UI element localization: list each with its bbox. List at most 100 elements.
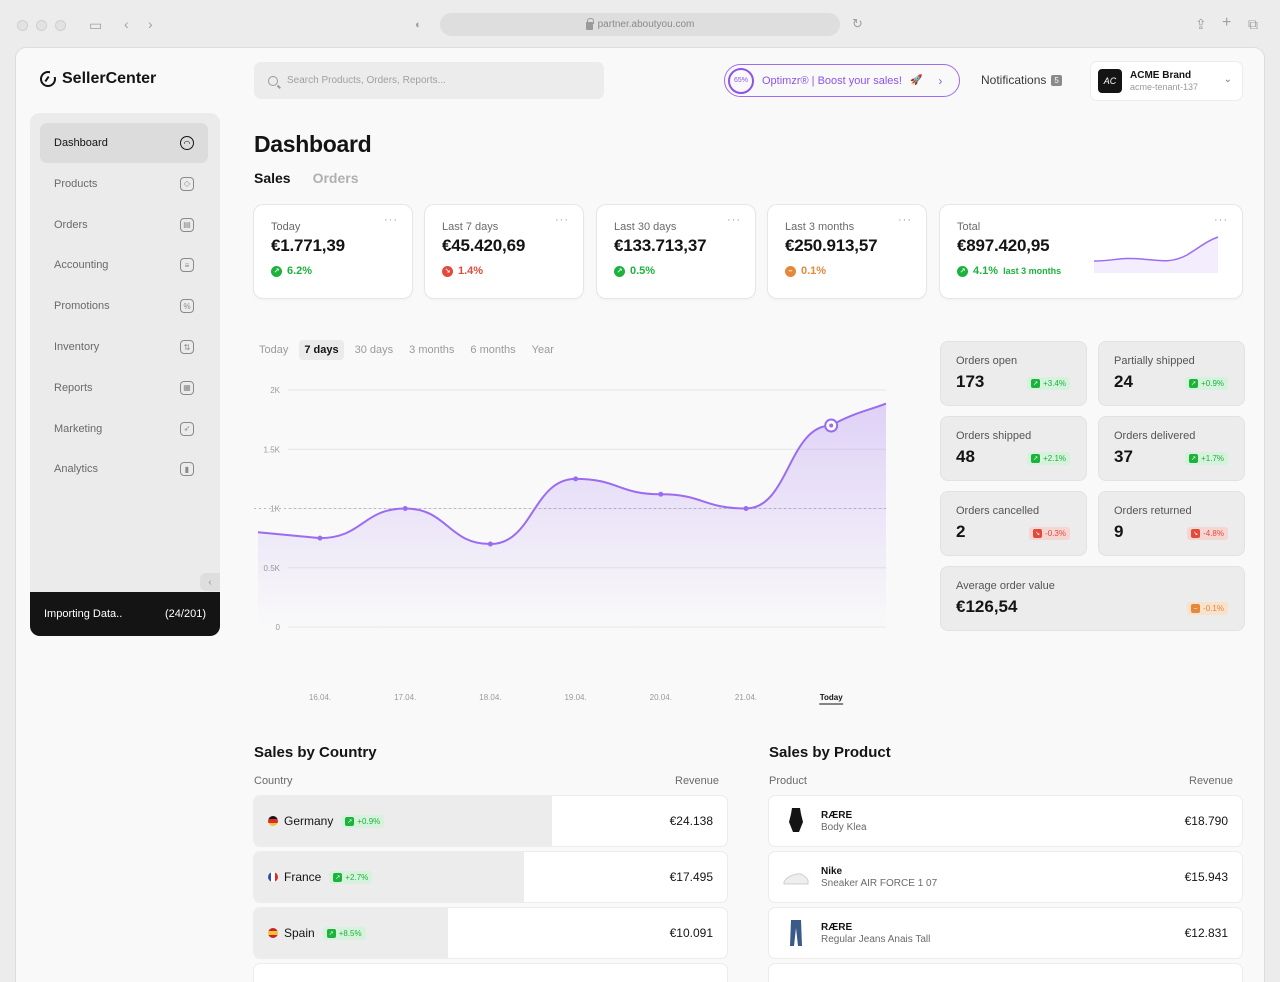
tab-overview-icon[interactable]: ⧉ xyxy=(1248,16,1258,32)
product-row[interactable]: Nike Sneaker AIR FORCE 1 07 €15.943 xyxy=(769,852,1242,902)
more-options-icon[interactable]: ··· xyxy=(555,214,569,226)
range-tab[interactable]: 3 months xyxy=(409,344,455,356)
y-tick-label: 0 xyxy=(276,623,281,632)
country-row[interactable] xyxy=(254,964,727,982)
stat-change-value: -0.3% xyxy=(1045,529,1066,538)
product-name: Regular Jeans Anais Tall xyxy=(821,933,931,945)
sales-by-product-title: Sales by Product xyxy=(769,744,891,761)
dashboard-tabs: Sales Orders xyxy=(254,170,359,186)
sidebar-item-orders[interactable]: Orders ▤ xyxy=(40,205,208,245)
kpi-card: ··· Last 3 months €250.913,57 –0.1% xyxy=(768,205,926,298)
import-status-bar: Importing Data.. (24/201) xyxy=(30,592,220,636)
forward-icon[interactable]: › xyxy=(148,16,153,32)
product-row[interactable] xyxy=(769,964,1242,982)
tab-sales[interactable]: Sales xyxy=(254,170,291,186)
range-tab[interactable]: 30 days xyxy=(354,344,394,356)
country-row[interactable]: France ↗ +2.7% €17.495 xyxy=(254,852,727,902)
x-tick-label: 16.04. xyxy=(309,693,331,702)
account-name: ACME Brand xyxy=(1130,70,1192,81)
trend-down-icon: ↘ xyxy=(1033,529,1043,538)
browser-toolbar: ▭ ‹ › ◐ partner.aboutyou.com ↻ ⇪ + ⧉ xyxy=(0,0,1280,48)
country-change-value: +0.9% xyxy=(357,816,381,826)
shield-icon[interactable]: ◐ xyxy=(415,19,422,31)
reload-icon[interactable]: ↻ xyxy=(852,16,863,31)
product-row[interactable]: RÆRE Body Klea €18.790 xyxy=(769,796,1242,846)
optimzr-button[interactable]: 65% Optimzr® | Boost your sales! 🚀 › xyxy=(724,64,960,97)
order-stat-card[interactable]: Orders returned 9 ↘ -4.8% xyxy=(1099,492,1244,555)
country-row[interactable]: Germany ↗ +0.9% €24.138 xyxy=(254,796,727,846)
sidebar-item-inventory[interactable]: Inventory ⇅ xyxy=(40,327,208,367)
range-tab[interactable]: 6 months xyxy=(470,344,516,356)
product-info: Nike Sneaker AIR FORCE 1 07 xyxy=(821,866,937,889)
back-icon[interactable]: ‹ xyxy=(124,16,129,32)
data-point[interactable] xyxy=(743,506,749,511)
product-name: Sneaker AIR FORCE 1 07 xyxy=(821,877,938,889)
product-row[interactable]: RÆRE Regular Jeans Anais Tall €12.831 xyxy=(769,908,1242,958)
kpi-change-value: 0.1% xyxy=(801,265,827,277)
sidebar-toggle-icon[interactable]: ▭ xyxy=(89,17,103,33)
stat-change-value: -4.8% xyxy=(1203,529,1224,538)
range-tab[interactable]: Year xyxy=(531,344,554,356)
order-stat-card[interactable]: Average order value €126,54 – -0.1% xyxy=(941,567,1244,630)
flag-stripe xyxy=(268,822,278,826)
stat-change-value: +0.9% xyxy=(1201,379,1224,388)
country-change-badge: ↗ +8.5% xyxy=(322,926,366,940)
share-icon[interactable]: ⇪ xyxy=(1195,16,1207,32)
address-bar[interactable]: partner.aboutyou.com xyxy=(440,13,840,36)
country-column-header: Country xyxy=(254,775,293,787)
order-stat-card[interactable]: Orders shipped 48 ↗ +2.1% xyxy=(941,417,1086,480)
flag-stripe xyxy=(268,819,278,823)
sidebar-item-marketing[interactable]: Marketing ➶ xyxy=(40,409,208,449)
sidebar-item-products[interactable]: Products ◇ xyxy=(40,164,208,204)
data-point[interactable] xyxy=(317,535,323,541)
order-stat-card[interactable]: Orders open 173 ↗ +3.4% xyxy=(941,342,1086,405)
sidebar-item-promotions[interactable]: Promotions% xyxy=(40,286,208,326)
kpi-label: Today xyxy=(271,221,301,233)
stat-change-badge: – -0.1% xyxy=(1187,602,1228,615)
product-brand: RÆRE xyxy=(821,921,853,933)
order-stat-card[interactable]: Orders cancelled 2 ↘ -0.3% xyxy=(941,492,1086,555)
optimzr-progress-ring: 65% xyxy=(728,67,754,94)
data-point[interactable] xyxy=(487,541,493,547)
kpi-value: €133.713,37 xyxy=(614,236,707,255)
collapse-sidebar-button[interactable]: ‹ xyxy=(200,573,220,591)
trend-neutral-icon: – xyxy=(785,265,796,277)
chevron-down-icon: ⌄ xyxy=(1223,74,1232,85)
notifications-button[interactable]: Notifications 5 xyxy=(981,73,1062,87)
country-row[interactable]: Spain ↗ +8.5% €10.091 xyxy=(254,908,727,958)
more-options-icon[interactable]: ··· xyxy=(1214,214,1228,226)
flag-stripe xyxy=(268,872,272,882)
data-point[interactable] xyxy=(573,476,579,482)
sidebar-item-analytics[interactable]: Analytics ▮ xyxy=(40,449,208,489)
more-options-icon[interactable]: ··· xyxy=(898,214,912,226)
range-tab[interactable]: 7 days xyxy=(299,340,344,360)
new-tab-icon[interactable]: + xyxy=(1222,14,1232,31)
sales-area xyxy=(258,403,886,627)
jeans-icon xyxy=(783,918,809,948)
window-minimize-button[interactable] xyxy=(36,20,47,31)
sidebar-item-dashboard[interactable]: Dashboard ◠ xyxy=(40,123,208,163)
data-point[interactable] xyxy=(658,491,664,497)
x-tick-label: 20.04. xyxy=(650,693,672,702)
sidebar-item-reports[interactable]: Reports ▦ xyxy=(40,368,208,408)
account-switcher[interactable]: AC ACME Brand acme-tenant-137 ⌄ xyxy=(1091,62,1242,100)
tab-orders[interactable]: Orders xyxy=(312,170,359,186)
revenue-share-bar xyxy=(254,796,552,846)
calculator-icon: ≡ xyxy=(180,258,194,273)
order-stat-card[interactable]: Partially shipped 24 ↗ +0.9% xyxy=(1099,342,1244,405)
sidebar-item-accounting[interactable]: Accounting ≡ xyxy=(40,245,208,285)
logo-text: SellerCenter xyxy=(62,70,157,87)
range-tab[interactable]: Today xyxy=(259,344,289,356)
stat-change-badge: ↘ -0.3% xyxy=(1029,527,1070,540)
flag-stripe xyxy=(268,816,278,820)
window-zoom-button[interactable] xyxy=(55,20,66,31)
stat-change-badge: ↗ +3.4% xyxy=(1027,377,1070,390)
more-options-icon[interactable]: ··· xyxy=(727,214,741,226)
more-options-icon[interactable]: ··· xyxy=(384,214,398,226)
app-logo[interactable]: SellerCenter xyxy=(40,70,156,88)
order-stat-card[interactable]: Orders delivered 37 ↗ +1.7% xyxy=(1099,417,1244,480)
window-close-button[interactable] xyxy=(17,20,28,31)
sidebar-item-label: Analytics xyxy=(54,463,99,476)
search-input[interactable] xyxy=(287,75,587,86)
data-point[interactable] xyxy=(402,506,408,511)
